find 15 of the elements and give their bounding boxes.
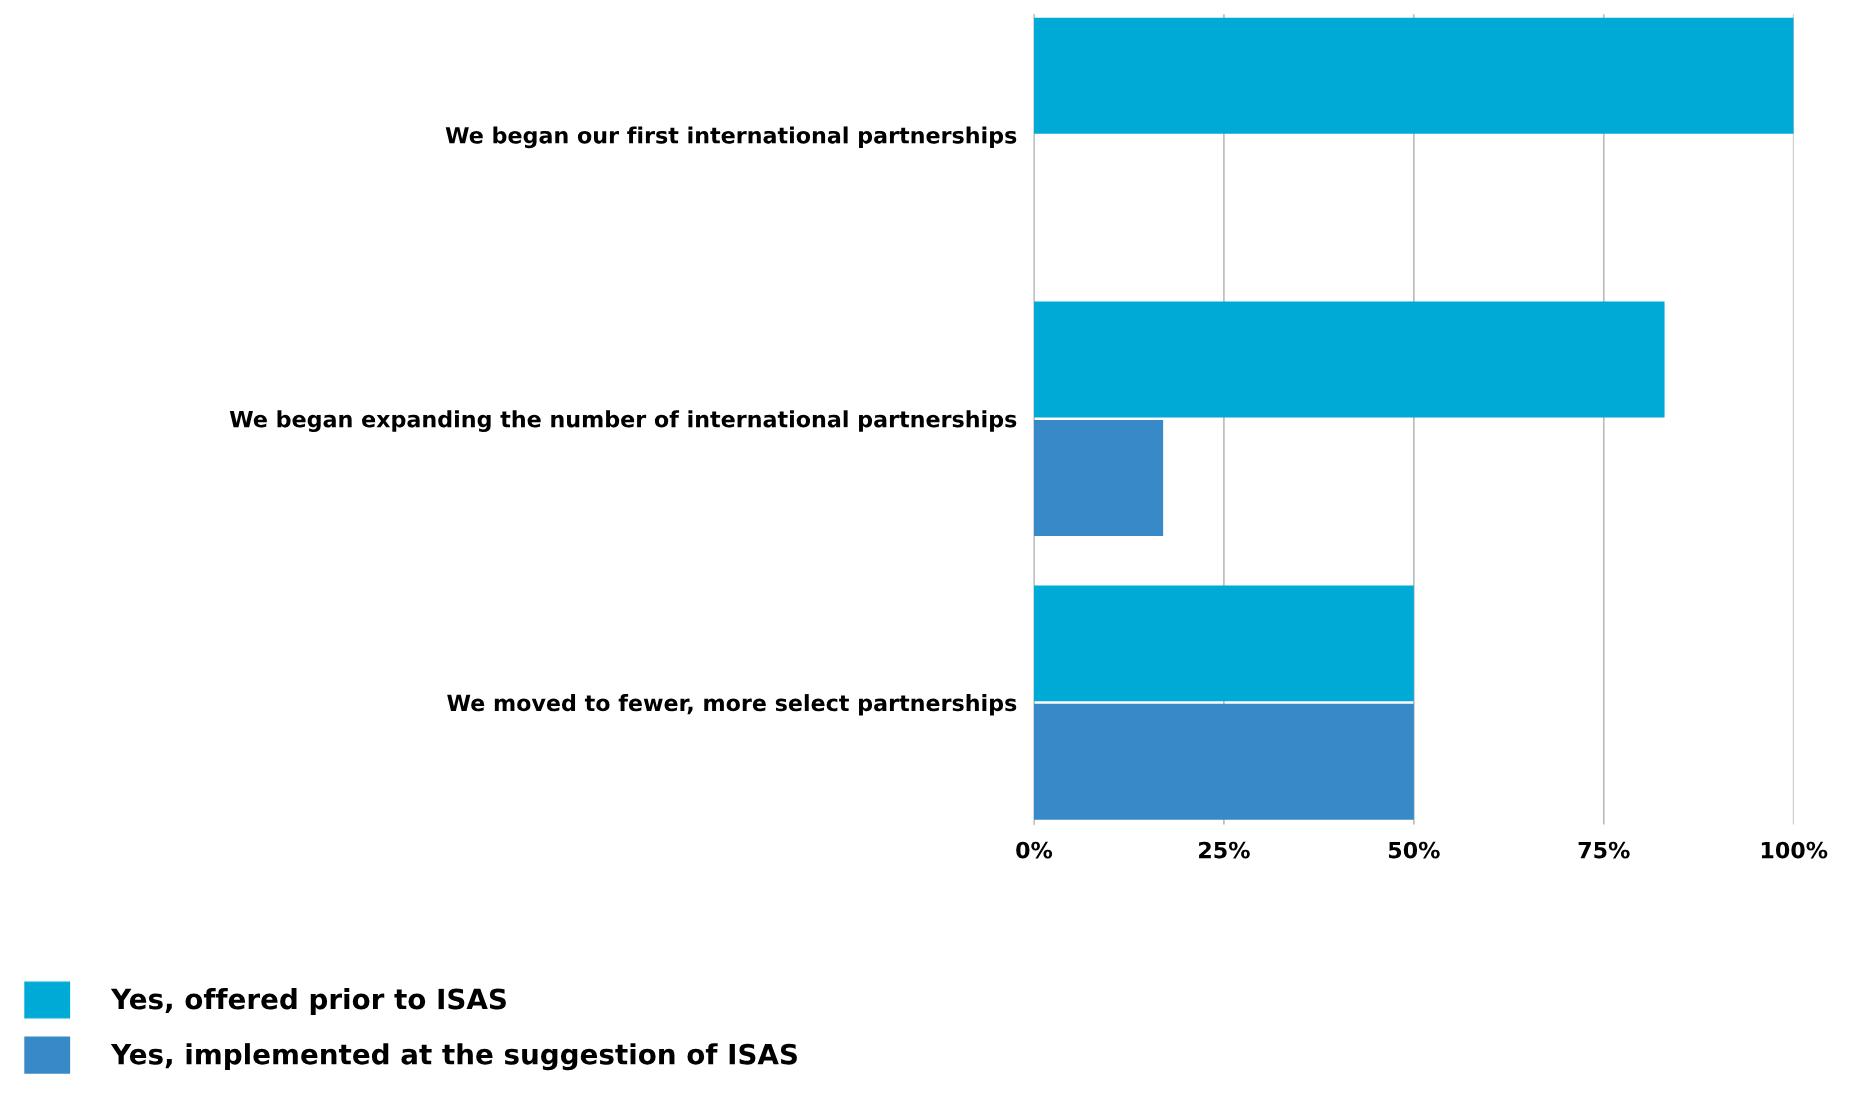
bar: [1033, 17, 1794, 134]
bar: [1033, 585, 1414, 702]
y-tick-label: We began expanding the number of international partnerships: [229, 410, 1017, 432]
x-tick-label: 25%: [1199, 841, 1250, 859]
bar: [1033, 419, 1164, 536]
x-tick-label: 0%: [1016, 841, 1053, 859]
legend-label: Yes, offered prior to ISAS: [110, 988, 506, 1015]
y-tick-label: We moved to fewer, more select partnerships: [447, 694, 1017, 716]
legend-label: Yes, implemented at the suggestion of ISAS: [110, 1043, 797, 1071]
bar: [1033, 301, 1665, 418]
x-tick-label: 75%: [1578, 841, 1630, 859]
x-tick-label: 50%: [1388, 841, 1440, 859]
x-tick-label: 100%: [1761, 841, 1828, 859]
y-tick-label: We began our first international partnerships: [445, 126, 1017, 149]
bar: [1033, 703, 1414, 820]
